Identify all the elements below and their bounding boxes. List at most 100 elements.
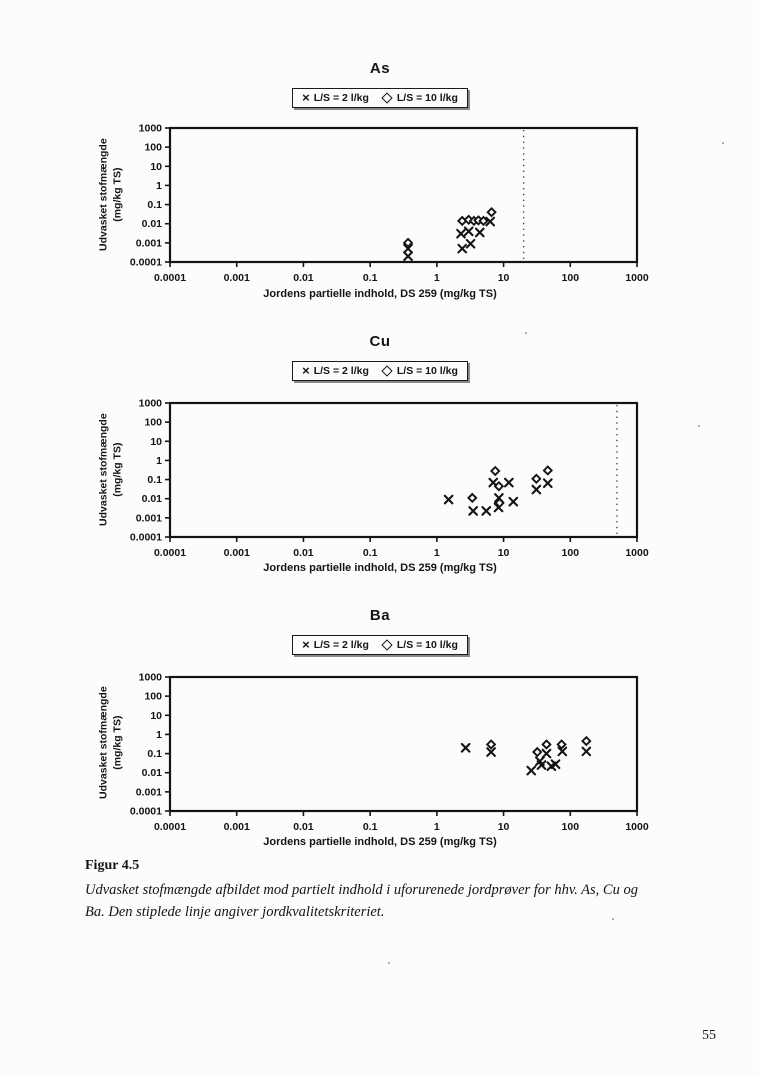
- legend-item-ls10: L/S = 10 l/kg: [381, 365, 458, 377]
- data-point-diamond: [402, 237, 414, 249]
- y-tick-label: 0.0001: [130, 532, 162, 544]
- x-marker-icon: ×: [302, 363, 310, 378]
- scatter-plot-cu: 0.0001 0.001 0.01 0.1 1 10 100 1000 1000 100 10 1 0.…: [130, 398, 649, 560]
- x-tick-label: 0.001: [224, 547, 250, 559]
- plot-frame: [168, 675, 639, 813]
- data-point-x: [481, 506, 492, 516]
- chart-title-cu: Cu: [369, 333, 391, 350]
- data-point-x: [557, 746, 568, 757]
- data-point-x: [486, 747, 496, 757]
- x-tick-label: 100: [562, 547, 580, 559]
- y-tick-label: 0.1: [147, 199, 162, 211]
- y-tick-label: 0.01: [142, 767, 163, 779]
- scan-speckle: [722, 142, 724, 144]
- x-axis-title: Jordens partielle indhold, DS 259 (mg/kg…: [263, 562, 497, 574]
- legend-label-ls10: L/S = 10 l/kg: [396, 638, 458, 651]
- legend-box: × L/S = 2 l/kg L/S = 10 l/kg: [292, 361, 468, 381]
- y-tick-label: 0.0001: [130, 257, 162, 269]
- data-point-x: [443, 494, 454, 505]
- y-tick-label: 1000: [139, 672, 163, 684]
- diamond-marker-icon: [381, 91, 393, 104]
- y-tick-label: 0.001: [136, 786, 162, 798]
- x-tick-label: 0.001: [224, 821, 250, 833]
- y-tick-label: 1: [156, 180, 162, 192]
- chart-title-as: As: [369, 60, 391, 77]
- y-tick-label: 0.0001: [130, 806, 162, 818]
- diamond-marker-icon: [381, 364, 393, 377]
- y-tick-label: 0.1: [147, 748, 162, 760]
- y-tick-label: 10: [150, 161, 162, 173]
- x-axis-title: Jordens partielle indhold, DS 259 (mg/kg…: [263, 288, 497, 300]
- y-tick-label: 1: [156, 729, 162, 741]
- y-tick-label: 1: [156, 455, 162, 467]
- data-point-x: [541, 748, 552, 759]
- x-tick-label: 0.0001: [154, 821, 186, 833]
- x-tick-label: 0.0001: [154, 547, 186, 559]
- y-tick-label: 0.01: [142, 493, 163, 505]
- x-tick-label: 0.1: [363, 272, 378, 284]
- legend-item-ls2: × L/S = 2 l/kg: [302, 364, 369, 377]
- legend-as: × L/S = 2 l/kg L/S = 10 l/kg: [120, 88, 640, 108]
- data-point-x: [526, 765, 537, 776]
- figure-caption-line2: Ba. Den stiplede linje angiver jordkvali…: [85, 904, 385, 921]
- data-point-diamond: [485, 739, 497, 750]
- data-point-x: [474, 227, 485, 238]
- legend-cu: × L/S = 2 l/kg L/S = 10 l/kg: [120, 361, 640, 381]
- data-point-diamond: [542, 465, 554, 476]
- data-point-diamond: [494, 497, 505, 509]
- x-tick-label: 1000: [625, 272, 649, 284]
- data-point-x: [468, 506, 479, 516]
- x-axis-title: Jordens partielle indhold, DS 259 (mg/kg…: [263, 836, 497, 848]
- scatter-plot-ba: 0.0001 0.001 0.01 0.1 1 10 100 1000 1000 100 10 1 0.…: [130, 672, 649, 834]
- x-tick-label: 1: [434, 547, 440, 559]
- figure-caption-label: Figur 4.5: [85, 858, 140, 873]
- legend-item-ls10: L/S = 10 l/kg: [381, 92, 458, 104]
- x-tick-label: 0.1: [363, 547, 378, 559]
- y-tick-label: 100: [144, 417, 162, 429]
- x-tick-label: 1000: [625, 821, 649, 833]
- x-tick-label: 1: [434, 272, 440, 284]
- x-tick-label: 10: [498, 821, 510, 833]
- x-tick-label: 100: [562, 272, 580, 284]
- scan-speckle: [612, 918, 614, 920]
- data-point-diamond: [581, 735, 592, 747]
- y-tick-label: 0.001: [136, 237, 162, 249]
- data-point-diamond: [478, 215, 489, 227]
- plot-frame: [168, 126, 639, 264]
- x-tick-label: 1: [434, 821, 440, 833]
- legend-label-ls2: L/S = 2 l/kg: [313, 364, 369, 377]
- figure-caption-text: Udvasket stofmængde afbildet mod partiel…: [85, 879, 685, 924]
- data-point-diamond: [489, 465, 501, 477]
- figure-caption-line1: Udvasket stofmængde afbildet mod partiel…: [85, 882, 638, 898]
- y-tick-label: 10: [150, 436, 162, 448]
- scan-speckle: [698, 425, 700, 427]
- y-tick-label: 0.001: [136, 512, 162, 524]
- scan-speckle: [388, 962, 390, 964]
- data-point-diamond: [541, 739, 552, 750]
- x-tick-label: 0.01: [293, 547, 314, 559]
- legend-ba: × L/S = 2 l/kg L/S = 10 l/kg: [120, 635, 640, 655]
- data-point-x: [485, 216, 496, 227]
- page-number: 55: [702, 1028, 716, 1043]
- data-point-x: [463, 226, 474, 237]
- data-point-diamond: [467, 492, 478, 504]
- x-tick-label: 0.0001: [154, 272, 186, 284]
- data-point-x: [531, 484, 542, 495]
- data-point-diamond: [556, 739, 567, 750]
- y-tick-label: 10: [150, 710, 162, 722]
- legend-label-ls2: L/S = 2 l/kg: [313, 91, 369, 104]
- legend-label-ls10: L/S = 10 l/kg: [396, 364, 458, 377]
- x-tick-label: 100: [562, 821, 580, 833]
- data-point-x: [403, 243, 413, 254]
- y-tick-label: 1000: [139, 398, 163, 410]
- data-point-x: [581, 746, 592, 757]
- data-point-diamond: [486, 206, 497, 218]
- y-axis-title-line1: Udvasket stofmængde: [97, 413, 110, 527]
- y-tick-label: 100: [144, 691, 162, 703]
- x-marker-icon: ×: [302, 90, 310, 105]
- data-point-diamond: [493, 480, 505, 492]
- y-tick-label: 0.01: [142, 218, 163, 230]
- x-tick-label: 0.1: [363, 821, 378, 833]
- legend-item-ls2: × L/S = 2 l/kg: [302, 91, 369, 104]
